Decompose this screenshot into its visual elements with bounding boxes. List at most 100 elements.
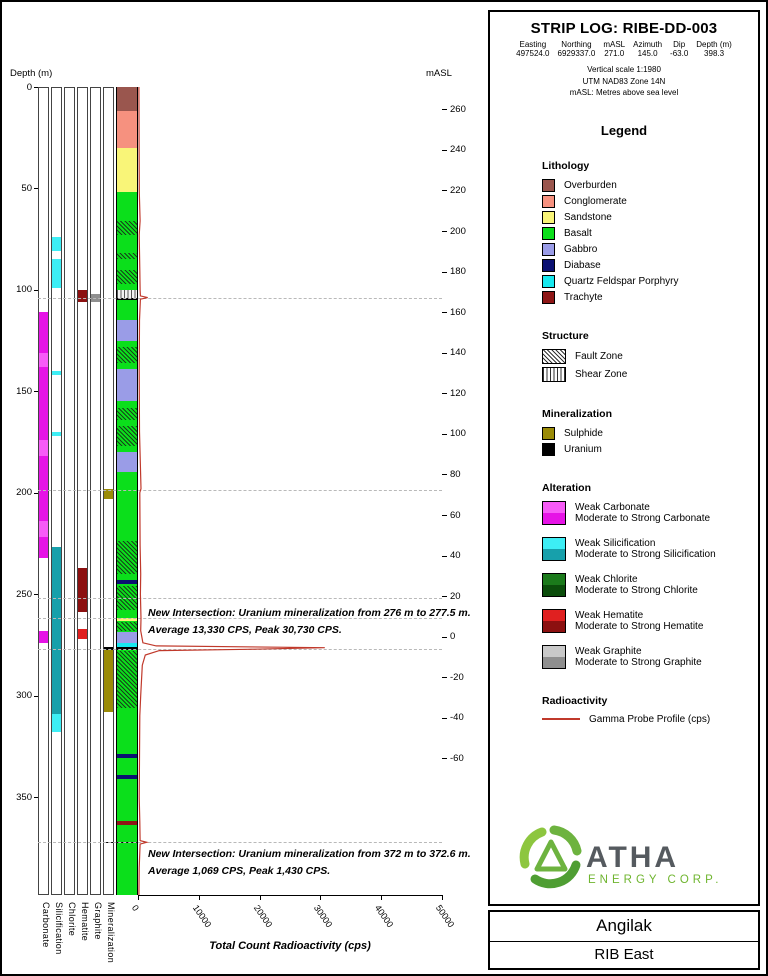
legend-label: Diabase — [564, 259, 601, 271]
scale-notes: Vertical scale 1:1980 UTM NAD83 Zone 14N m… — [490, 64, 758, 99]
cps-tick-label: 30000 — [312, 903, 335, 930]
cps-axis-line — [138, 895, 442, 896]
legend-section: Lithology Overburden Conglomerate Sandstone… — [542, 160, 750, 304]
masl-tick — [442, 758, 447, 760]
lithology-interval — [117, 618, 137, 621]
legend-label: Conglomerate — [564, 195, 627, 207]
interval-carbonate — [39, 521, 48, 538]
depth-tick-label: 300 — [16, 690, 32, 702]
legend-label: Gamma Probe Profile (cps) — [589, 713, 711, 725]
depth-tick-label: 250 — [16, 588, 32, 600]
cps-tick — [198, 895, 200, 900]
lithology-interval — [117, 646, 137, 650]
lithology-interval — [117, 320, 137, 341]
lithology-interval — [117, 642, 137, 647]
info-field: Northing 6929337.0 — [554, 40, 600, 58]
masl-tick-label: 180 — [450, 266, 466, 278]
interval-carbonate — [39, 366, 48, 440]
cps-tick-label: 0 — [129, 903, 141, 913]
interval-carbonate — [39, 312, 48, 353]
legend-item: Trachyte — [542, 290, 750, 304]
lithology-interval — [117, 452, 137, 473]
interval-mineralization — [104, 649, 113, 712]
feature-marker-line — [38, 489, 442, 491]
legend-swatch-dual — [542, 536, 566, 561]
masl-tick-label: 260 — [450, 103, 466, 115]
legend-section-heading: Lithology — [542, 159, 590, 172]
interval-hematite — [78, 628, 87, 639]
masl-tick-label: 120 — [450, 387, 466, 399]
legend-swatch-dual — [542, 608, 566, 633]
masl-axis-label: mASL — [426, 68, 452, 79]
legend-swatch — [542, 258, 555, 272]
lithology-interval — [117, 368, 137, 402]
scale-note: mASL: Metres above sea level — [569, 88, 679, 97]
masl-tick-label: -20 — [450, 671, 464, 683]
structure-zone — [117, 541, 137, 574]
atha-logo: ATHA ENERGY CORP. — [519, 825, 723, 889]
interval-silicification — [52, 259, 61, 288]
legend-swatch-dual — [542, 500, 566, 525]
swatch-weak — [543, 573, 565, 585]
swatch-strong — [543, 620, 565, 632]
legend-label: Shear Zone — [575, 368, 628, 380]
legend-dual-labels: Weak Chlorite Moderate to Strong Chlorite — [575, 573, 698, 597]
legend-item-alteration: Weak Carbonate Moderate to Strong Carbona… — [542, 500, 750, 525]
masl-tick — [442, 190, 447, 192]
masl-tick — [442, 636, 447, 638]
masl-tick-label: 100 — [450, 428, 466, 440]
cps-tick-label: 40000 — [372, 903, 396, 930]
lithology-interval — [117, 821, 137, 826]
structure-zone — [117, 269, 137, 284]
swatch-weak — [543, 645, 565, 657]
legend-item: Fault Zone — [542, 348, 750, 364]
scale-note: UTM NAD83 Zone 14N — [582, 76, 666, 86]
shear-zone-swatch — [542, 366, 566, 382]
masl-tick — [442, 271, 447, 273]
legend-label: Uranium — [564, 443, 602, 455]
log-canvas: 0 50 100 150 200 250 300 350 260 240 220 200 180 160 1… — [2, 2, 488, 974]
intersection-annotation: New Intersection: Uranium mineralization… — [148, 606, 471, 636]
fault-zone-swatch — [542, 348, 566, 364]
info-field-label: Dip — [673, 40, 686, 49]
legend-swatch — [542, 242, 555, 256]
interval-hematite — [78, 567, 87, 613]
swatch-strong — [543, 584, 565, 596]
masl-tick — [442, 393, 447, 395]
interval-carbonate — [39, 456, 48, 522]
lithology-interval — [117, 631, 137, 643]
legend-item: Uranium — [542, 442, 750, 456]
cps-tick — [320, 895, 322, 900]
structure-zone — [117, 586, 137, 611]
area-name: RIB East — [594, 946, 654, 964]
lithology-interval — [117, 842, 137, 895]
legend-label: Gabbro — [564, 243, 598, 255]
masl-tick-label: -60 — [450, 752, 464, 764]
legend-dual-labels: Weak Graphite Moderate to Strong Graphite — [575, 645, 702, 669]
masl-tick — [442, 312, 447, 314]
legend-label: Fault Zone — [575, 350, 623, 362]
legend-section: Mineralization Sulphide Uranium — [542, 408, 750, 456]
track-graphite — [90, 87, 101, 895]
legend-dual-labels: Weak Silicification Moderate to Strong Si… — [575, 537, 716, 561]
info-field: Azimuth 145.0 — [629, 40, 666, 58]
depth-tick — [34, 289, 38, 291]
lithology-interval — [117, 111, 137, 148]
strip-log-chart: Depth (m) mASL 0 50 100 150 200 250 300 350 260 2… — [2, 2, 488, 974]
masl-tick — [442, 109, 447, 111]
legend-item: Conglomerate — [542, 194, 750, 208]
info-field: Dip -63.0 — [666, 40, 692, 58]
interval-carbonate — [39, 439, 48, 457]
legend-section-heading: Radioactivity — [542, 694, 608, 707]
depth-tick — [34, 797, 38, 799]
track-label-mineralization: Mineralization — [106, 902, 116, 964]
interval-carbonate — [39, 630, 48, 643]
logo-sub-text: ENERGY CORP. — [588, 874, 723, 886]
interval-mineralization — [104, 488, 113, 499]
interval-carbonate — [39, 352, 48, 367]
legend-item: Diabase — [542, 258, 750, 272]
feature-marker-line — [38, 842, 442, 844]
swatch-weak — [543, 537, 565, 549]
cps-tick — [381, 895, 383, 900]
